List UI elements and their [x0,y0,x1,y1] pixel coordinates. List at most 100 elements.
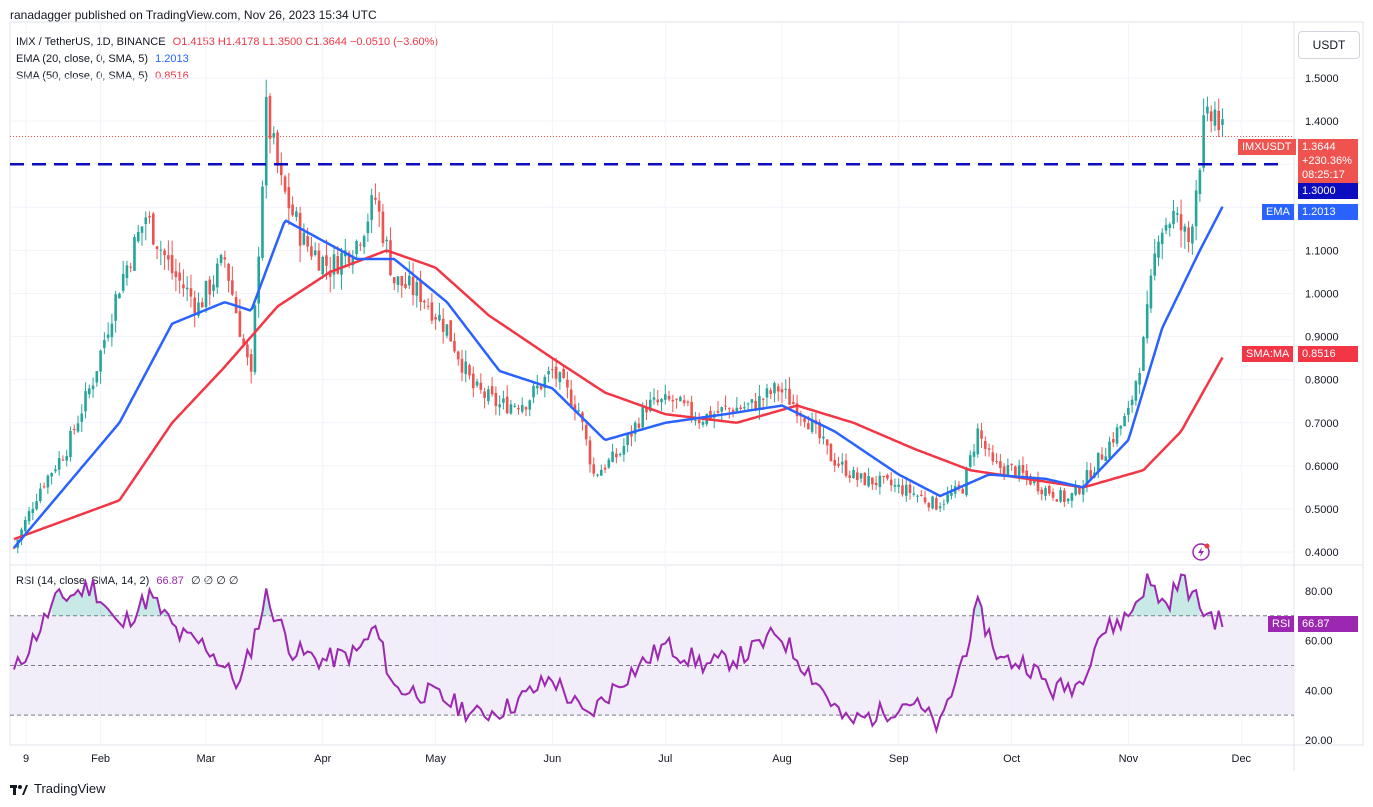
price-tick-label: 1.5000 [1305,73,1339,85]
rsi-band-fill [10,615,1294,716]
candle-body [291,204,294,216]
rsi-tick-label: 60.00 [1305,636,1333,648]
candle-body [746,403,750,405]
candle-body [852,469,855,479]
candle-body [840,461,844,465]
candle-body [76,423,80,432]
countdown-tag: 08:25:17 [1298,167,1358,183]
rsi-line [13,573,1224,735]
level-tag: 1.3000 [1298,183,1358,199]
candle-body [916,495,919,497]
candle-body [950,492,953,496]
candle-body [12,547,16,549]
candle-body [438,314,441,321]
tradingview-footer[interactable]: TradingView [10,781,106,796]
price-tick-label: 1.4000 [1305,116,1339,128]
candle-body [426,305,430,307]
ema-20-line [13,206,1224,549]
rsi-tick-label: 20.00 [1305,735,1333,747]
time-tick-label: Aug [772,753,792,765]
time-tick-label: Mar [197,753,216,765]
candle-body [980,430,983,439]
candle-body [1047,485,1051,494]
candle-body [91,385,95,390]
candle-body [543,376,547,389]
candle-body [829,443,833,462]
candle-body [1134,381,1138,401]
candle-body [1202,115,1205,168]
candle-body [697,419,701,424]
candle-body [306,236,309,247]
price-tick-label: 0.6000 [1305,461,1339,473]
candle-body [656,399,660,403]
candle-body [148,215,151,218]
candle-body [547,370,550,375]
candle-body [1010,463,1013,465]
candle-body [882,475,885,477]
legend-sma-label: SMA (50, close, 0, SMA, 5) [16,70,149,82]
candle-body [468,365,471,376]
candle-body [897,484,901,487]
candle-body [1168,224,1172,229]
candle-body [313,250,317,256]
candle-body [106,334,110,338]
candle-body [1157,241,1160,258]
candle-body [765,388,769,398]
candle-body [682,400,686,404]
candle-body [720,407,724,412]
candle-body [859,473,863,479]
candle-body [1063,490,1066,502]
candle-body [498,404,501,408]
legend-rsi-row[interactable]: RSI (14, close, SMA, 14, 2) 66.87 ∅ ∅ ∅ … [16,574,238,587]
candle-body [1194,190,1198,227]
candle-body [758,396,761,411]
candle-body [626,434,629,445]
candle-body [946,494,949,503]
candle-body [23,519,27,532]
candle-body [479,382,483,390]
price-tick-label: 1.0000 [1305,289,1339,301]
candle-body [366,221,370,234]
candle-body [351,258,355,266]
candle-body [362,236,366,248]
candle-body [95,371,99,383]
candle-body [287,187,291,209]
candle-body [569,389,573,407]
candle-body [663,394,667,400]
candle-body [430,302,434,321]
legend-sma-row[interactable]: SMA (50, close, 0, SMA, 5) 0.8516 [16,70,189,82]
candle-body [1025,470,1029,477]
candle-body [961,488,965,494]
candle-body [716,411,720,413]
candle-body [264,97,268,186]
candle-body [1213,109,1217,126]
price-tick-label: 0.8000 [1305,375,1339,387]
candle-body [155,246,159,250]
candle-body [1002,466,1006,475]
candle-body [991,452,995,462]
candle-body [844,460,848,476]
candle-body [724,405,727,407]
legend-ema-row[interactable]: EMA (20, close, 0, SMA, 5) 1.2013 [16,53,189,65]
candle-body [200,302,204,308]
candle-body [773,383,776,394]
candle-body [633,422,637,435]
currency-unit-button[interactable]: USDT [1298,31,1360,59]
candle-body [1130,399,1134,406]
candle-body [1055,499,1059,502]
candle-body [27,511,31,522]
candle-body [788,388,791,405]
candle-body [886,474,889,479]
candle-body [652,397,656,400]
candle-body [400,276,404,286]
legend-symbol[interactable]: IMX / TetherUS, 1D, BINANCE [16,36,166,48]
candle-body [848,475,852,478]
candle-body [750,399,754,403]
candle-body [938,506,942,509]
rsi-tick-label: 40.00 [1305,685,1333,697]
candle-body [513,405,517,407]
candle-body [140,226,144,233]
candle-body [935,497,938,510]
time-tick-label: Apr [314,753,331,765]
